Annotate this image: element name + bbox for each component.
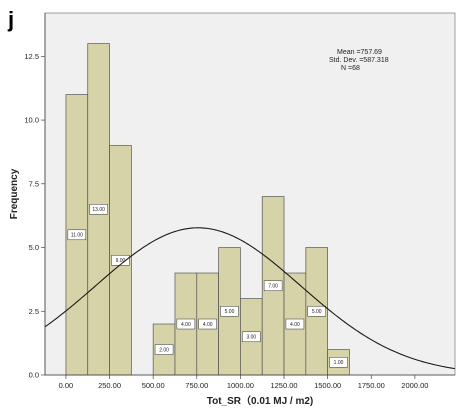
data-label: 2.00 xyxy=(159,347,169,353)
x-axis-title: Tot_SR（0.01 MJ / m2) xyxy=(207,394,314,407)
data-label: 4.00 xyxy=(203,322,213,328)
data-label-box xyxy=(263,280,283,292)
data-label: 7.00 xyxy=(268,284,278,290)
data-label-box xyxy=(329,357,348,368)
x-tick-label: 1750.00 xyxy=(358,381,385,390)
data-label: 4.00 xyxy=(290,322,300,328)
stats-mean: Mean =757.69 xyxy=(337,49,382,56)
data-label-box xyxy=(220,306,239,317)
data-label-box xyxy=(111,255,130,266)
x-tick-label: 1250.00 xyxy=(270,381,297,390)
data-labels-layer: 11.00 13.00 9.00 2.00 4.00 4.00 5.00 3.00 7.00 4.… xyxy=(67,204,348,368)
y-tick-label: 12.5 xyxy=(24,52,39,61)
y-tick-label: 5.0 xyxy=(29,243,39,252)
y-axis-title: Frequency xyxy=(9,168,20,219)
data-label-box xyxy=(198,318,217,330)
x-tick-label: 1500.00 xyxy=(314,381,341,390)
data-label: 11.00 xyxy=(71,233,83,239)
data-label-box xyxy=(242,331,261,343)
normal-curve xyxy=(44,227,456,370)
x-tick-label: 2000.00 xyxy=(401,381,428,390)
y-tick-label: 10.0 xyxy=(24,116,39,125)
axes-layer: 0.00 250.00 500.00 750.00 1000.00 1250.00 1500… xyxy=(24,13,455,390)
stats-n: N =68 xyxy=(341,65,360,72)
data-label: 3.00 xyxy=(246,335,256,341)
y-tick-label: 2.5 xyxy=(29,307,39,316)
data-label: 13.00 xyxy=(92,207,105,213)
x-tick-label: 0.00 xyxy=(59,381,74,390)
data-label-box xyxy=(307,306,326,317)
data-label-box xyxy=(154,344,174,355)
x-tick-label: 750.00 xyxy=(185,381,208,390)
data-label: 5.00 xyxy=(312,309,322,315)
stats-std-dev: Std. Dev. =587.318 xyxy=(329,57,389,64)
y-tick-label: 7.5 xyxy=(29,179,39,188)
x-tick-label: 250.00 xyxy=(98,381,121,390)
y-tick-label: 0.0 xyxy=(29,371,39,380)
panel-label: j xyxy=(7,7,14,32)
data-label: 4.00 xyxy=(181,322,191,328)
data-label: 1.00 xyxy=(334,360,344,366)
x-tick-label: 1000.00 xyxy=(227,381,254,390)
data-label-box xyxy=(67,229,87,241)
data-label-box xyxy=(89,204,108,215)
data-label-box xyxy=(176,318,196,330)
data-label: 5.00 xyxy=(225,309,235,315)
data-label: 9.00 xyxy=(116,258,126,264)
x-tick-label: 500.00 xyxy=(142,381,165,390)
bars-layer xyxy=(65,43,350,376)
data-label-box xyxy=(285,318,305,330)
stats-box: Mean =757.69 Std. Dev. =587.318 N =68 xyxy=(329,49,389,72)
